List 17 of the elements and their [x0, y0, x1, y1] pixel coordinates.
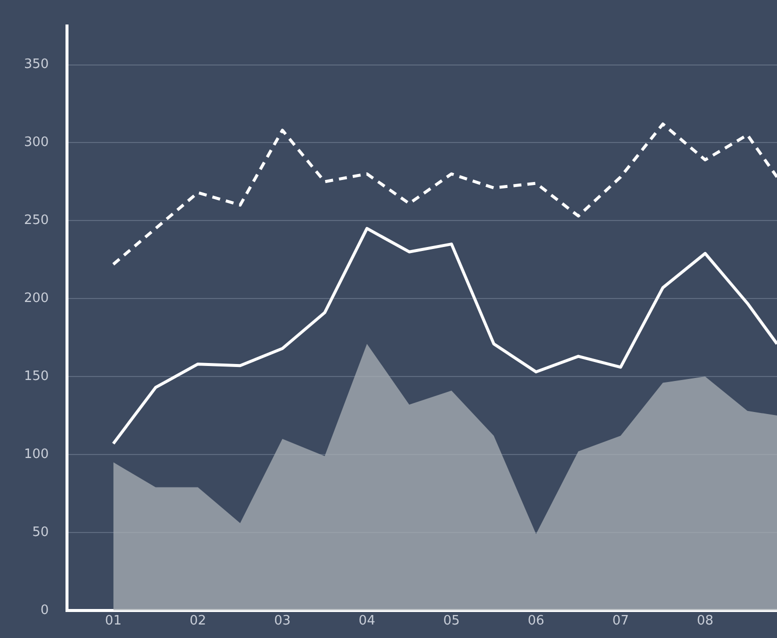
x-tick-label: 03 [274, 614, 291, 629]
x-tick-label: 04 [358, 614, 376, 629]
y-tick-label: 300 [24, 135, 49, 150]
y-tick-label: 150 [24, 368, 49, 384]
y-tick-label: 100 [24, 446, 49, 462]
x-tick-label: 05 [443, 614, 460, 629]
y-tick-label: 350 [24, 57, 49, 72]
x-tick-label: 06 [528, 614, 544, 629]
line-series [112, 122, 777, 266]
y-tick-label: 0 [40, 602, 49, 618]
x-tick-label: 08 [696, 614, 714, 629]
x-tick-label: 07 [612, 614, 629, 629]
y-tick-label: 250 [24, 213, 49, 228]
y-tick-label: 200 [24, 290, 49, 306]
x-tick-label: 02 [190, 614, 206, 629]
y-tick-label: 50 [32, 524, 49, 540]
x-tick-label: 01 [105, 614, 122, 629]
